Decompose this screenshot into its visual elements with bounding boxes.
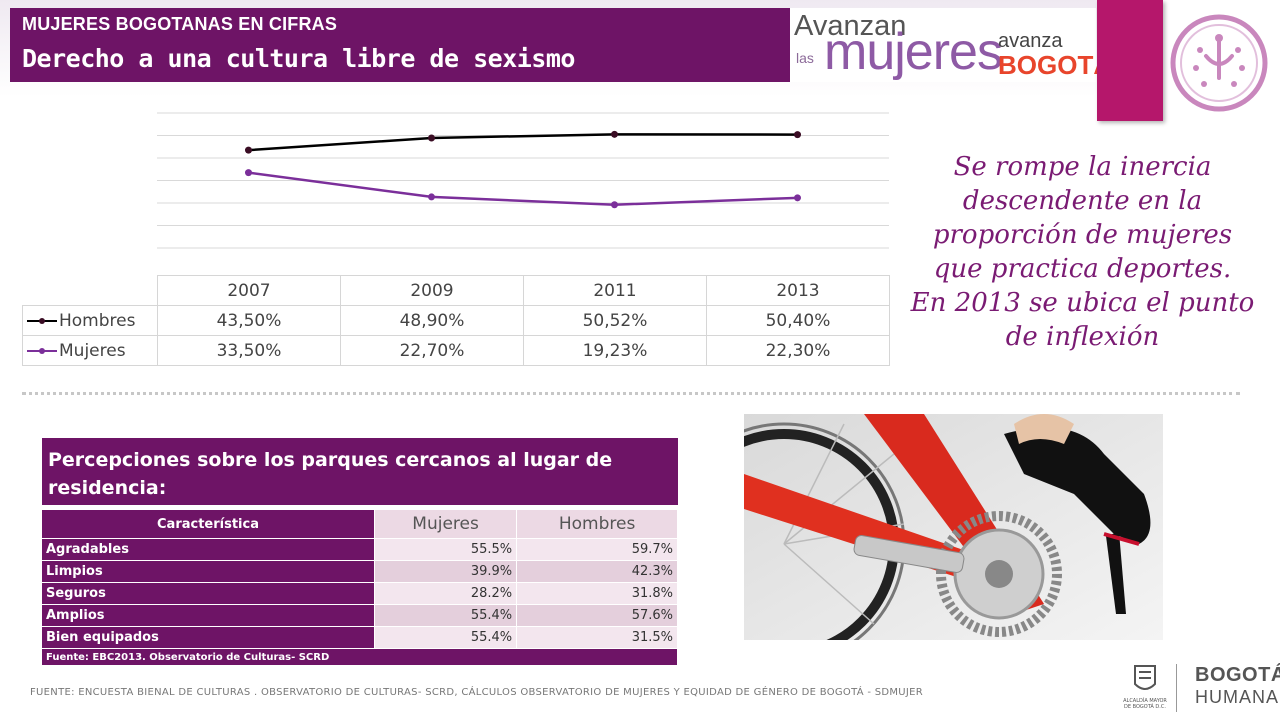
page-kicker: MUJERES BOGOTANAS EN CIFRAS [22,14,338,34]
data-label: 33,50% [157,335,341,366]
year-label: 2011 [523,275,707,306]
insight-line: Se rompe la inercia [953,152,1212,182]
chart-data-table: 2007 2009 2011 2013 Hombres 43,50% 48,90… [22,275,890,366]
alcaldia-text: ALCALDÍA MAYOR DE BOGOTÁ D.C. [1123,698,1167,710]
table-row: Seguros 28.2% 31.8% [42,582,678,605]
page-title: Derecho a una cultura libre de sexismo [22,44,575,73]
title-box: MUJERES BOGOTANAS EN CIFRAS Derecho a un… [10,8,790,82]
women-value: 55.5% [374,538,518,561]
data-point-hombres [794,131,801,139]
men-value: 31.8% [516,582,678,605]
women-emblem-icon [1170,14,1268,112]
col-header-women: Mujeres [374,510,518,539]
series-legend-hombres: Hombres [22,305,158,336]
perceptions-title: Percepciones sobre los parques cercanos … [42,438,678,505]
table-row: Limpios 39.9% 42.3% [42,560,678,583]
series-name: Mujeres [59,340,126,361]
chart-year-header-row: 2007 2009 2011 2013 [23,275,890,306]
data-label: 22,30% [706,335,890,366]
data-label: 50,52% [523,305,707,336]
sports-participation-line-chart [157,112,889,249]
perceptions-table: Característica Mujeres Hombres Agradable… [42,510,678,666]
bogota-humana-logo: BOGOTÁ HUMANA [1176,664,1280,712]
series-line-mujeres [248,171,798,206]
bicycle-photo-illustration [744,414,1163,640]
men-value: 59.7% [516,538,678,561]
insight-line: proporción de mujeres [932,220,1233,250]
logo-avanza-text: avanza [998,30,1063,52]
col-header-characteristic: Característica [42,510,375,539]
bogota-text: BOGOTÁ [1195,664,1280,686]
year-label: 2013 [706,275,890,306]
year-label: 2009 [340,275,524,306]
row-label: Bien equipados [42,626,375,649]
row-label: Agradables [42,538,375,561]
footer-source-text: FUENTE: ENCUESTA BIENAL DE CULTURAS . OB… [30,687,924,698]
men-value: 42.3% [516,560,678,583]
insight-line: que practica deportes. [933,254,1232,284]
magenta-accent-block [1097,0,1163,121]
logo-las-text: las [796,50,814,66]
col-header-men: Hombres [516,510,678,539]
data-point-hombres [611,130,618,138]
row-label: Seguros [42,582,375,605]
data-point-hombres [428,134,435,142]
logo-avanzan-text: Avanzan [794,10,907,42]
row-label: Limpios [42,560,375,583]
avanzan-logo: Avanzan las mujeres avanza BOGOTÁ [790,8,1112,82]
perceptions-source-row: Fuente: EBC2013. Observatorio de Cultura… [42,648,678,666]
logo-bogota-text: BOGOTÁ [998,50,1113,80]
chart-row-mujeres: Mujeres 33,50% 22,70% 19,23% 22,30% [22,335,890,366]
alcaldia-logo: ALCALDÍA MAYOR DE BOGOTÁ D.C. [1120,662,1170,714]
mujeres-legend-line-icon [27,347,57,354]
dotted-divider [22,392,1240,395]
logo-mujeres-text: mujeres [824,23,1003,81]
insight-line: de inflexión [1005,322,1160,352]
data-point-hombres [245,146,252,154]
men-value: 31.5% [516,626,678,649]
women-value: 39.9% [374,560,518,583]
row-label: Amplios [42,604,375,627]
insight-text: Se rompe la inercia descendente en la pr… [905,150,1260,354]
data-label: 48,90% [340,305,524,336]
data-label: 43,50% [157,305,341,336]
data-label: 50,40% [706,305,890,336]
series-legend-mujeres: Mujeres [22,335,158,366]
women-value: 28.2% [374,582,518,605]
men-value: 57.6% [516,604,678,627]
coat-of-arms-icon [1134,665,1156,690]
year-label: 2007 [157,275,341,306]
table-row: Amplios 55.4% 57.6% [42,604,678,627]
chart-row-hombres: Hombres 43,50% 48,90% 50,52% 50,40% [22,305,890,336]
perceptions-source: Fuente: EBC2013. Observatorio de Cultura… [42,648,678,666]
table-row: Agradables 55.5% 59.7% [42,538,678,561]
data-point-mujeres [611,201,618,209]
hombres-legend-line-icon [27,317,57,324]
data-point-mujeres [428,193,435,201]
insight-line: En 2013 se ubica el punto [910,288,1255,318]
series-line-hombres [248,133,798,152]
insight-line: descendente en la [962,186,1203,216]
humana-text: HUMANA [1195,687,1280,707]
women-value: 55.4% [374,604,518,627]
bicycle-heel-photo [744,414,1163,640]
women-value: 55.4% [374,626,518,649]
data-label: 22,70% [340,335,524,366]
data-label: 19,23% [523,335,707,366]
data-point-mujeres [794,194,801,202]
series-name: Hombres [59,310,136,331]
perceptions-header-row: Característica Mujeres Hombres [42,510,678,539]
table-row: Bien equipados 55.4% 31.5% [42,626,678,649]
data-point-mujeres [245,169,252,177]
